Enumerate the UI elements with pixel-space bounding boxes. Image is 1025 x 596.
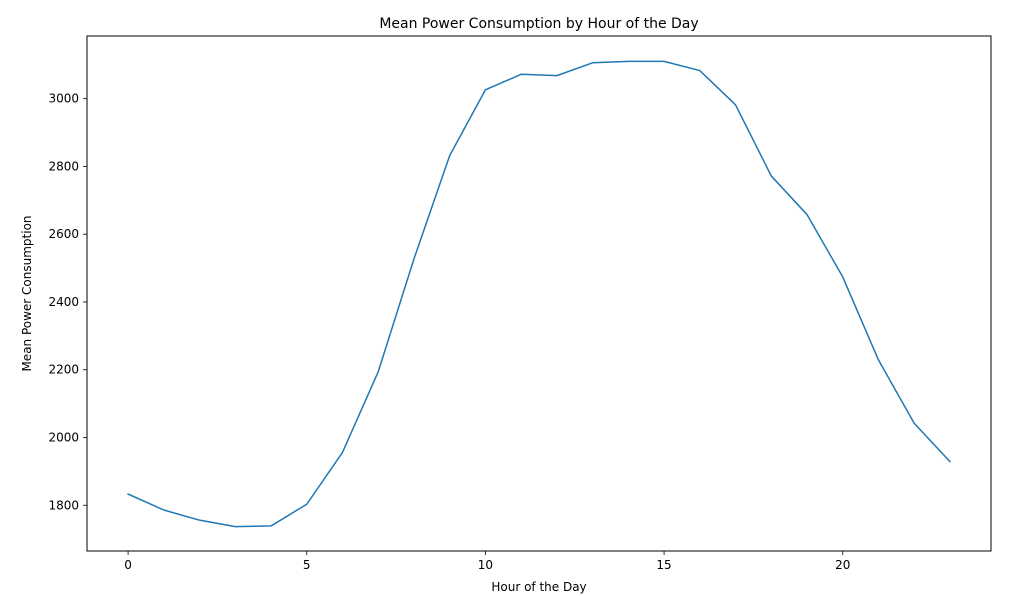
y-axis-label: Mean Power Consumption — [20, 215, 34, 371]
y-tick-label: 2000 — [48, 430, 79, 444]
x-tick-label: 0 — [124, 558, 132, 572]
y-tick-label: 3000 — [48, 92, 79, 106]
y-tick-label: 2800 — [48, 159, 79, 173]
x-tick-label: 20 — [835, 558, 850, 572]
chart-title: Mean Power Consumption by Hour of the Da… — [379, 16, 698, 32]
x-tick-label: 10 — [478, 558, 493, 572]
y-tick-label: 2200 — [48, 363, 79, 377]
x-axis: 0 5 10 15 20 — [124, 551, 850, 572]
plot-area — [86, 35, 992, 552]
y-tick-label: 1800 — [48, 498, 79, 512]
x-tick-label: 5 — [303, 558, 311, 572]
x-tick-label: 15 — [656, 558, 671, 572]
y-axis: 1800 2000 2200 2400 2600 2800 3000 — [48, 92, 87, 512]
x-axis-label: Hour of the Day — [491, 580, 586, 594]
y-tick-label: 2600 — [48, 227, 79, 241]
y-tick-label: 2400 — [48, 295, 79, 309]
series-line — [127, 60, 951, 528]
